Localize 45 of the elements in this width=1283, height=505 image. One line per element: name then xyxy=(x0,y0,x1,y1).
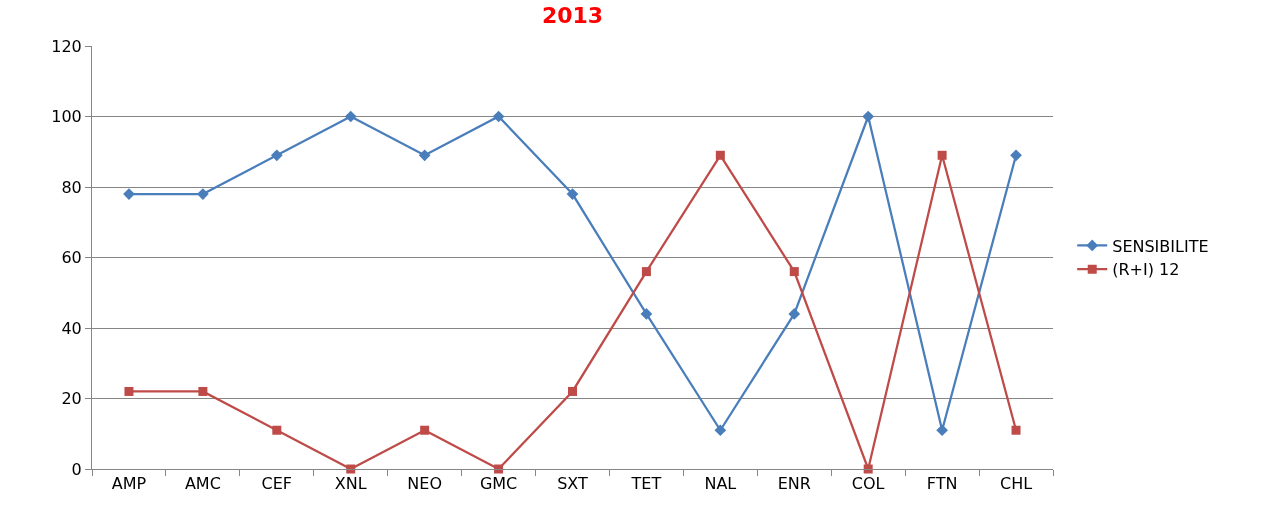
x-tick-label: CEF xyxy=(261,474,293,494)
point xyxy=(272,425,282,435)
point xyxy=(789,267,799,277)
point xyxy=(344,110,357,123)
x-tick-label: GMC xyxy=(479,474,518,494)
x-tick-label: AMP xyxy=(111,474,147,494)
point xyxy=(1010,149,1022,162)
x-tick-label: SXT xyxy=(557,474,589,494)
y-tick-label: 60 xyxy=(61,248,82,268)
x-tick-label: AMC xyxy=(184,474,221,494)
point xyxy=(568,386,577,396)
chart-title: 2013 xyxy=(541,2,604,28)
x-tick-label: TET xyxy=(630,474,662,494)
point xyxy=(715,150,725,160)
point xyxy=(197,188,209,200)
point xyxy=(124,386,134,396)
point xyxy=(862,110,875,123)
y-tick-label: 100 xyxy=(51,107,82,127)
legend-label: SENSIBILITE xyxy=(1112,236,1209,256)
legend-label: (R+I) 12 xyxy=(1112,260,1180,280)
point xyxy=(937,150,947,160)
point xyxy=(418,149,431,162)
x-tick-label: COL xyxy=(851,474,885,494)
point xyxy=(420,425,430,435)
x-tick-label: ENR xyxy=(777,474,811,494)
x-tick-label: NAL xyxy=(704,474,737,494)
y-tick-label: 40 xyxy=(61,318,82,338)
point xyxy=(1011,425,1021,435)
y-tick-label: 20 xyxy=(61,389,82,409)
point xyxy=(198,386,208,396)
x-tick-label: NEO xyxy=(407,474,442,494)
point xyxy=(566,188,579,200)
x-tick-label: FTN xyxy=(926,474,958,494)
point xyxy=(492,110,505,123)
y-tick-label: 80 xyxy=(61,177,82,197)
point xyxy=(270,149,283,162)
point xyxy=(641,267,651,277)
x-tick-label: CHL xyxy=(999,474,1033,494)
y-tick-label: 120 xyxy=(51,36,82,56)
point xyxy=(936,424,948,437)
x-tick-label: XNL xyxy=(334,474,367,494)
point xyxy=(640,308,653,320)
point xyxy=(788,308,801,320)
y-tick-label: 0 xyxy=(71,459,82,479)
point xyxy=(714,424,727,437)
